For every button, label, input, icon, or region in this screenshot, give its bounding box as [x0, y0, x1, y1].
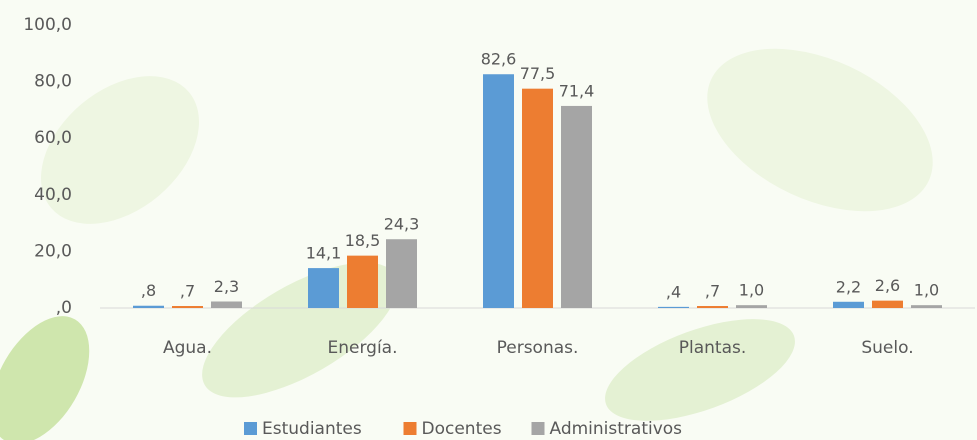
bar: [308, 268, 339, 308]
value-label: 2,2: [836, 277, 861, 296]
value-label: 2,3: [214, 277, 239, 296]
value-label: 1,0: [739, 281, 764, 300]
y-tick-label: ,0: [56, 298, 72, 318]
value-label: 14,1: [306, 244, 342, 263]
value-label: 18,5: [345, 231, 381, 250]
legend-swatch: [244, 422, 257, 435]
bar: [211, 301, 242, 308]
value-label: 71,4: [559, 81, 595, 100]
bar: [347, 256, 378, 308]
x-tick-label: Agua.: [163, 338, 212, 358]
y-tick-label: 100,0: [23, 15, 72, 35]
x-tick-label: Personas.: [497, 338, 579, 358]
value-label: 1,0: [914, 281, 939, 300]
y-tick-label: 40,0: [34, 185, 72, 205]
legend-label: Docentes: [422, 419, 502, 439]
bar: [658, 307, 689, 308]
x-tick-label: Suelo.: [861, 338, 913, 358]
value-label: ,4: [666, 282, 681, 301]
bar: [133, 306, 164, 308]
bar: [483, 74, 514, 308]
y-tick-label: 20,0: [34, 241, 72, 261]
legend-label: Estudiantes: [262, 419, 362, 439]
value-label: 2,6: [875, 276, 900, 295]
bar: [911, 305, 942, 308]
value-label: 82,6: [481, 50, 517, 69]
value-label: ,7: [705, 282, 720, 301]
bar: [736, 305, 767, 308]
legend-swatch: [404, 422, 417, 435]
bar: [697, 306, 728, 308]
bar: [833, 302, 864, 308]
legend-label: Administrativos: [550, 419, 683, 439]
value-label: 77,5: [520, 64, 556, 83]
bar: [172, 306, 203, 308]
legend-swatch: [532, 422, 545, 435]
value-label: 24,3: [384, 215, 420, 234]
x-tick-label: Energía.: [327, 338, 397, 358]
x-tick-label: Plantas.: [679, 338, 747, 358]
y-tick-label: 80,0: [34, 72, 72, 92]
value-label: ,8: [141, 281, 156, 300]
value-label: ,7: [180, 282, 195, 301]
bar: [386, 239, 417, 308]
y-tick-label: 60,0: [34, 128, 72, 148]
bar: [561, 106, 592, 308]
chart: ,0 20,0 40,0 60,0 80,0 100,0 Agua. ,8 ,7 2,3 Energ…: [0, 0, 977, 440]
bar: [872, 301, 903, 308]
bar: [522, 89, 553, 308]
